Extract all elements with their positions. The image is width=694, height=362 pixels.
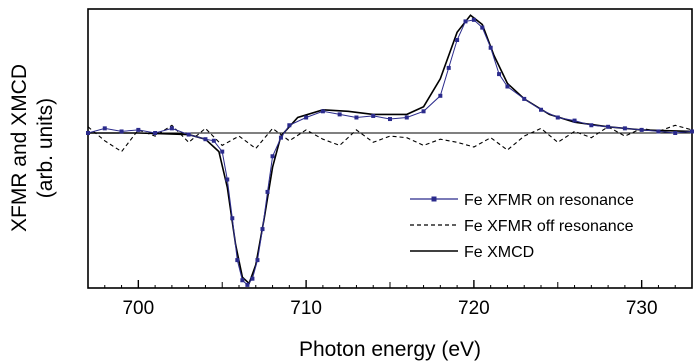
series-point <box>388 117 392 122</box>
legend-label-0: Fe XFMR on resonance <box>464 192 634 209</box>
series-point <box>169 126 174 131</box>
series-point <box>255 258 260 263</box>
series-point <box>86 131 90 135</box>
x-tick-label-720: 720 <box>458 298 490 319</box>
series-point <box>186 132 191 137</box>
series-point <box>455 38 460 42</box>
series-point <box>278 135 283 140</box>
series-point <box>235 258 240 263</box>
series-point <box>337 112 342 117</box>
legend: Fe XFMR on resonance Fe XFMR off resonanc… <box>410 192 634 261</box>
series-point <box>589 123 594 128</box>
series-point <box>572 118 577 123</box>
x-axis-title: Photon energy (eV) <box>299 338 481 361</box>
series-point <box>203 137 208 142</box>
series-point <box>656 129 661 134</box>
series-point <box>265 189 270 194</box>
series-point <box>225 177 230 182</box>
series-point <box>304 115 309 120</box>
series-point <box>354 115 359 120</box>
series-point <box>136 127 141 132</box>
series-point <box>421 109 426 114</box>
series-point <box>606 124 611 129</box>
series-point <box>639 127 644 132</box>
x-axis-ticks: 700 710 720 730 <box>87 280 693 319</box>
series-point <box>463 19 468 24</box>
series-point <box>522 96 527 101</box>
series-point <box>539 107 543 112</box>
series-point <box>404 115 409 120</box>
x-tick-label-710: 710 <box>290 298 322 319</box>
series-point <box>211 138 216 143</box>
series-point <box>471 17 476 22</box>
series-point <box>260 227 265 232</box>
x-tick-label-730: 730 <box>626 298 658 319</box>
y-axis-title-line2: (arb. units) <box>34 98 57 198</box>
y-axis-title-line1: XFMR and XMCD <box>8 64 31 232</box>
series-point <box>119 129 124 134</box>
series-point <box>480 25 485 30</box>
series-point <box>320 109 325 114</box>
series-point <box>230 216 235 221</box>
series-line-2 <box>88 14 693 285</box>
data-series <box>86 14 694 287</box>
series-point <box>438 93 443 98</box>
series-point <box>673 131 678 135</box>
series-point <box>555 115 560 120</box>
series-point <box>287 123 292 128</box>
legend-marker-0 <box>431 196 437 202</box>
series-point <box>690 129 694 134</box>
series-point <box>497 72 502 77</box>
x-tick-label-700: 700 <box>122 298 154 319</box>
series-point <box>622 126 627 131</box>
legend-label-2: Fe XMCD <box>464 244 534 261</box>
series-line-1 <box>87 124 693 153</box>
series-point <box>371 113 376 118</box>
series-point <box>250 276 255 281</box>
series-line-0 <box>87 19 693 286</box>
series-point <box>220 149 225 154</box>
plot-frame <box>87 8 693 289</box>
legend-label-1: Fe XFMR off resonance <box>464 218 634 235</box>
series-point <box>240 278 245 283</box>
series-point <box>245 282 250 287</box>
series-point <box>488 45 493 50</box>
series-point <box>270 154 275 159</box>
series-point <box>153 131 158 135</box>
series-point <box>102 126 107 131</box>
series-point <box>505 84 510 89</box>
series-point <box>446 65 451 70</box>
